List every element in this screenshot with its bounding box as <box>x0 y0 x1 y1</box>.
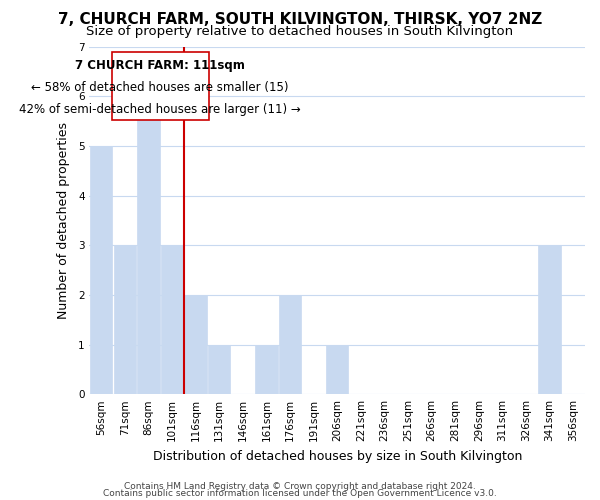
Text: 7 CHURCH FARM: 111sqm: 7 CHURCH FARM: 111sqm <box>76 59 245 72</box>
Text: Contains HM Land Registry data © Crown copyright and database right 2024.: Contains HM Land Registry data © Crown c… <box>124 482 476 491</box>
Bar <box>255 344 278 394</box>
Y-axis label: Number of detached properties: Number of detached properties <box>56 122 70 319</box>
Bar <box>326 344 349 394</box>
Text: Size of property relative to detached houses in South Kilvington: Size of property relative to detached ho… <box>86 25 514 38</box>
Bar <box>113 245 136 394</box>
Text: ← 58% of detached houses are smaller (15): ← 58% of detached houses are smaller (15… <box>31 81 289 94</box>
FancyBboxPatch shape <box>112 52 209 120</box>
Bar <box>137 96 160 394</box>
Bar <box>538 245 561 394</box>
Bar <box>184 295 207 394</box>
X-axis label: Distribution of detached houses by size in South Kilvington: Distribution of detached houses by size … <box>152 450 522 462</box>
Text: 42% of semi-detached houses are larger (11) →: 42% of semi-detached houses are larger (… <box>19 102 301 116</box>
Text: 7, CHURCH FARM, SOUTH KILVINGTON, THIRSK, YO7 2NZ: 7, CHURCH FARM, SOUTH KILVINGTON, THIRSK… <box>58 12 542 28</box>
Bar <box>161 245 183 394</box>
Bar <box>279 295 301 394</box>
Text: Contains public sector information licensed under the Open Government Licence v3: Contains public sector information licen… <box>103 490 497 498</box>
Bar <box>208 344 230 394</box>
Bar <box>90 146 112 394</box>
